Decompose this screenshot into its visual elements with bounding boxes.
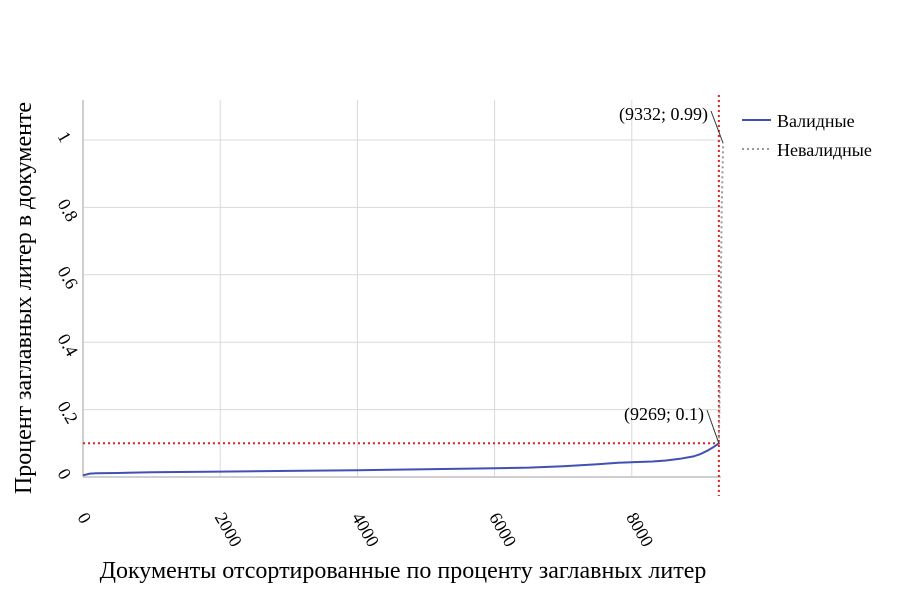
x-tick-label: 0 — [74, 509, 96, 527]
x-axis-label: Документы отсортированные по проценту за… — [100, 558, 707, 584]
y-axis-label: Процент заглавных литер в документе — [11, 102, 37, 494]
annotations: (9332; 0.99) (9269; 0.1) — [619, 104, 724, 444]
y-tick-label: 1 — [54, 128, 76, 146]
x-tick-label: 2000 — [211, 509, 246, 550]
y-tick-label: 0.8 — [54, 195, 83, 224]
x-tick-label: 8000 — [622, 509, 657, 550]
y-tick-label: 0.6 — [54, 263, 83, 292]
series-line-2 — [717, 143, 725, 444]
annotation-label: (9332; 0.99) — [619, 104, 708, 125]
x-tick-label: 6000 — [485, 509, 520, 550]
y-tick-label: 0 — [54, 465, 76, 483]
threshold-lines — [83, 95, 721, 496]
annotation-leader — [706, 409, 720, 444]
series — [82, 143, 725, 477]
x-tick-label: 4000 — [348, 509, 383, 550]
legend: Валидные Невалидные — [742, 111, 872, 160]
y-tick-label: 0.2 — [54, 398, 83, 427]
grid — [83, 100, 721, 477]
annotation-leader — [710, 110, 724, 144]
legend-label: Валидные — [777, 111, 855, 131]
annotation-label: (9269; 0.1) — [624, 404, 704, 425]
tick-labels: 0 2000 4000 6000 8000 0 0.2 0.4 0.6 0.8 1 — [54, 128, 658, 550]
y-tick-label: 0.4 — [54, 330, 83, 359]
legend-label: Невалидные — [777, 140, 872, 160]
axes — [82, 100, 721, 478]
series-line-1 — [82, 442, 720, 477]
